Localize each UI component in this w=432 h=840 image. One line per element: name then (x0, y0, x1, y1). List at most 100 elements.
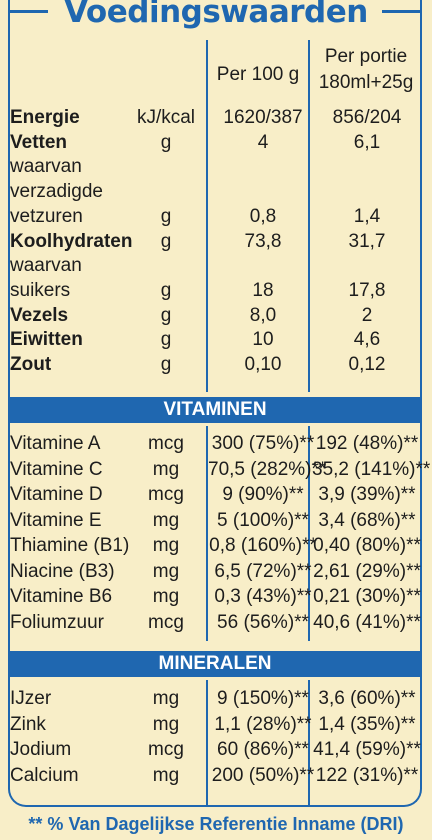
vitamin-row: Thiamine (B1) mg 0,8 (160%)** 0,40 (80%)** (10, 534, 421, 558)
vitamin-portion: 3,9 (39%)** (318, 484, 416, 505)
nutrient-portion: 0,12 (348, 354, 386, 375)
vitamin-name: Thiamine (B1) (10, 535, 130, 556)
nutrient-portion: 856/204 (332, 107, 402, 128)
vitamin-unit: mg (152, 509, 180, 531)
vitamin-row: Foliumzuur mcg 56 (56%)** 40,6 (41%)** (10, 611, 421, 635)
nutrient-row: Eiwitten g 10 4,6 (10, 328, 420, 352)
nutrient-unit: g (160, 304, 172, 326)
mineral-unit: mcg (148, 739, 184, 760)
column-divider-5 (206, 680, 208, 806)
vitamin-per100: 0,3 (43%)** (214, 586, 312, 607)
nutrient-portion: 2 (361, 304, 373, 326)
vitamin-unit: mg (152, 458, 180, 480)
vitamin-unit: mg (152, 560, 180, 582)
footnote: ** % Van Dagelijkse Referentie Inname (D… (28, 814, 404, 834)
nutrient-per100: 0,10 (244, 354, 282, 375)
vitamin-row: Vitamine B6 mg 0,3 (43%)** 0,21 (30%)** (10, 585, 421, 609)
vitamin-name: Vitamine B6 (10, 586, 113, 607)
mineral-portion: 41,4 (59%)** (313, 739, 421, 760)
column-divider-1 (206, 40, 208, 392)
vitamins-header: VITAMINEN (8, 397, 422, 423)
nutrient-per100: 10 (252, 329, 274, 351)
nutrient-name: waarvan (10, 255, 82, 277)
vitamin-name: Foliumzuur (10, 611, 104, 633)
vitamin-row: Vitamine D mcg 9 (90%)** 3,9 (39%)** (10, 483, 420, 507)
vitamin-per100: 0,8 (160%)** (209, 535, 317, 556)
nutrient-unit: kJ/kcal (136, 107, 196, 128)
nutrient-row: waarvan (10, 254, 420, 278)
nutrient-portion: 6,1 (353, 131, 381, 153)
vitamin-name: Vitamine C (10, 458, 103, 480)
header-portion-line1: Per portie (324, 46, 408, 67)
nutrient-portion: 31,7 (348, 230, 386, 252)
nutrient-name: Vetten (10, 131, 68, 153)
vitamin-unit: mg (152, 535, 180, 556)
mineral-row: Zink mg 1,1 (28%)** 1,4 (35%)** (10, 713, 420, 737)
vitamin-portion: 3,4 (68%)** (318, 509, 416, 531)
vitamin-portion: 2,61 (29%)** (313, 560, 421, 582)
nutrient-unit: g (160, 131, 172, 153)
nutrient-row: Vezels g 8,0 2 (10, 304, 420, 328)
nutrient-unit: g (160, 230, 172, 252)
nutrient-portion: 4,6 (353, 329, 381, 351)
vitamin-name: Vitamine E (10, 509, 102, 531)
minerals-header: MINERALEN (8, 651, 422, 677)
nutrient-name: waarvan (10, 156, 82, 178)
mineral-per100: 1,1 (28%)** (214, 713, 312, 735)
nutrient-row: verzadigde (10, 180, 420, 204)
nutrient-per100: 4 (257, 131, 269, 153)
nutrient-name: Zout (10, 354, 52, 375)
nutrient-row: waarvan (10, 155, 420, 179)
nutrient-name: verzadigde (10, 181, 103, 203)
vitamin-name: Vitamine D (10, 484, 103, 505)
nutrient-per100: 8,0 (249, 304, 277, 326)
nutrient-per100: 73,8 (244, 230, 282, 252)
vitamin-unit: mcg (148, 611, 184, 633)
nutrient-row: Koolhydraten g 73,8 31,7 (10, 230, 420, 254)
nutrient-portion: 1,4 (353, 205, 381, 227)
mineral-portion: 1,4 (35%)** (318, 713, 416, 735)
mineral-per100: 200 (50%)** (211, 764, 315, 786)
nutrient-per100: 18 (252, 279, 274, 301)
vitamin-per100: 70,5 (282%)** (208, 458, 327, 480)
mineral-row: IJzer mg 9 (150%)** 3,6 (60%)** (10, 687, 420, 711)
vitamin-row: Niacine (B3) mg 6,5 (72%)** 2,61 (29%)** (10, 560, 421, 584)
vitamin-per100: 9 (90%)** (222, 484, 304, 505)
vitamin-portion: 0,21 (30%)** (313, 586, 421, 607)
mineral-name: Zink (10, 713, 46, 735)
nutrient-name: Koolhydraten (10, 230, 133, 252)
column-divider-6 (308, 680, 310, 806)
vitamin-portion: 192 (48%)** (315, 433, 419, 454)
nutrient-name: vetzuren (10, 205, 83, 227)
column-divider-4 (308, 426, 310, 641)
title-rule-left (8, 10, 48, 13)
vitamin-per100: 56 (56%)** (217, 611, 309, 633)
vitamin-row: Vitamine A mcg 300 (75%)** 192 (48%)** (10, 432, 420, 456)
vitamin-unit: mcg (148, 484, 184, 505)
nutrient-name: Eiwitten (10, 329, 83, 351)
mineral-name: IJzer (10, 688, 52, 709)
nutrient-unit: g (160, 354, 172, 375)
nutrient-name: Vezels (10, 304, 69, 326)
vitamin-row: Vitamine E mg 5 (100%)** 3,4 (68%)** (10, 509, 420, 533)
vitamin-row: Vitamine C mg 70,5 (282%)** 35,2 (141%)** (10, 458, 430, 482)
nutrient-row: Zout g 0,10 0,12 (10, 353, 420, 377)
title-rule-right (382, 10, 422, 13)
mineral-unit: mg (152, 713, 180, 735)
vitamin-per100: 5 (100%)** (217, 509, 309, 531)
nutrient-row: suikers g 18 17,8 (10, 279, 420, 303)
nutrient-portion: 17,8 (348, 279, 386, 301)
mineral-unit: mg (152, 688, 180, 709)
vitamin-name: Niacine (B3) (10, 560, 115, 582)
vitamin-portion: 40,6 (41%)** (313, 611, 421, 633)
nutrient-row: vetzuren g 0,8 1,4 (10, 205, 420, 229)
nutrient-name: suikers (10, 279, 71, 301)
column-divider-3 (206, 426, 208, 641)
mineral-name: Calcium (10, 764, 79, 786)
mineral-row: Calcium mg 200 (50%)** 122 (31%)** (10, 764, 420, 788)
column-divider-2 (308, 40, 310, 392)
mineral-per100: 9 (150%)** (217, 688, 309, 709)
mineral-name: Jodium (10, 739, 72, 760)
nutrient-unit: g (160, 279, 172, 301)
vitamin-unit: mcg (148, 433, 184, 454)
